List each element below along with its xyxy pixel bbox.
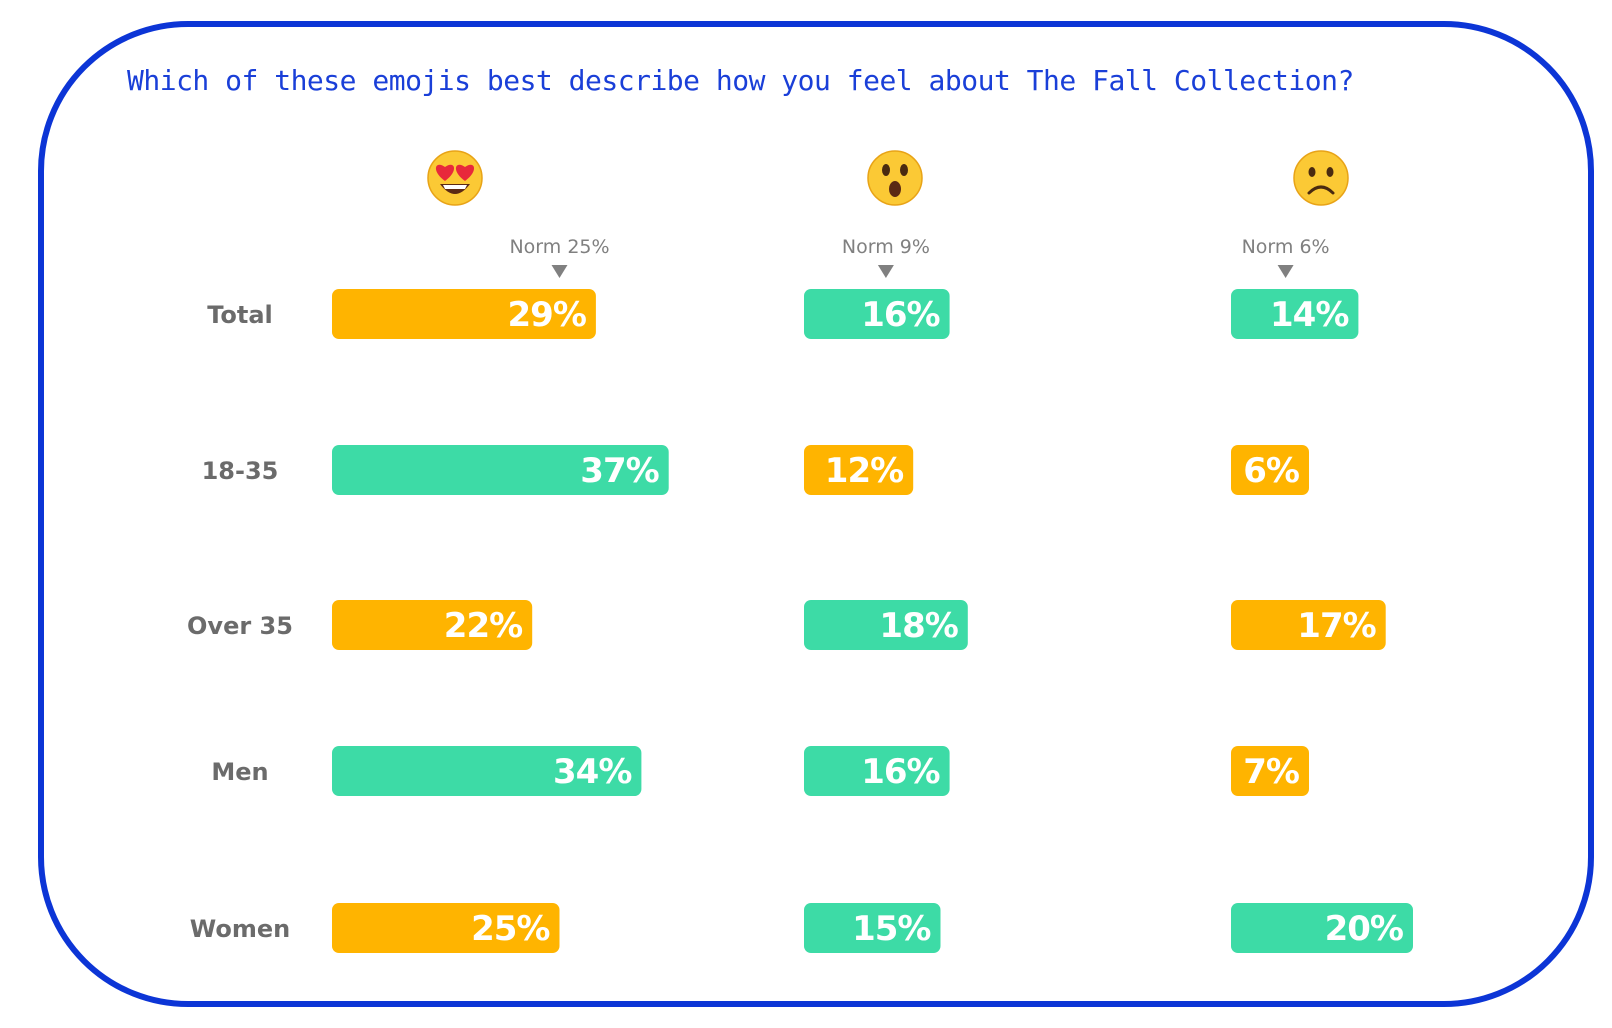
bar xyxy=(804,445,914,495)
bar-value-label: 7% xyxy=(1243,752,1299,792)
bar xyxy=(332,903,560,953)
heart-eyes-emoji-icon xyxy=(427,150,483,206)
emoji-face xyxy=(867,150,923,206)
heart-eye xyxy=(455,164,475,181)
bar xyxy=(1231,903,1413,953)
bar-value-label: 18% xyxy=(879,606,957,646)
bar-value-label: 34% xyxy=(553,752,631,792)
eye xyxy=(1326,167,1334,177)
bar xyxy=(332,600,533,650)
teeth xyxy=(443,185,467,189)
bar-value-label: 25% xyxy=(471,909,549,949)
bar xyxy=(1231,600,1386,650)
norm-label: Norm 25% xyxy=(509,236,609,258)
bar-value-label: 20% xyxy=(1325,909,1403,949)
eye xyxy=(882,164,890,176)
bar-value-label: 6% xyxy=(1243,451,1299,491)
bar-value-label: 37% xyxy=(580,451,658,491)
frowning-emoji-icon xyxy=(1293,150,1349,206)
bar xyxy=(804,903,941,953)
row-label: Men xyxy=(211,758,268,786)
bar-value-label: 29% xyxy=(508,295,586,335)
eye xyxy=(1308,167,1316,177)
question-title: Which of these emojis best describe how … xyxy=(127,64,1354,97)
eye xyxy=(900,164,908,176)
bar xyxy=(1231,289,1359,339)
bar-value-label: 17% xyxy=(1297,606,1375,646)
row-label: Over 35 xyxy=(187,612,293,640)
bar-value-label: 15% xyxy=(852,909,930,949)
row-label: Women xyxy=(190,915,290,943)
row-label: 18-35 xyxy=(202,457,279,485)
emoji-face xyxy=(427,150,483,206)
bar xyxy=(332,746,642,796)
open-mouth xyxy=(889,181,901,197)
bar-value-label: 16% xyxy=(861,295,939,335)
norm-label: Norm 9% xyxy=(842,236,930,258)
bar xyxy=(804,600,968,650)
norm-label: Norm 6% xyxy=(1242,236,1330,258)
emoji-face xyxy=(1293,150,1349,206)
frown-mouth xyxy=(1307,185,1335,195)
norm-marker-icon xyxy=(877,265,894,278)
bar xyxy=(804,746,950,796)
bar-value-label: 14% xyxy=(1270,295,1348,335)
bar xyxy=(332,289,596,339)
norm-marker-icon xyxy=(551,265,568,278)
bar-value-label: 16% xyxy=(861,752,939,792)
bar xyxy=(1231,445,1309,495)
astonished-emoji-icon xyxy=(867,150,923,206)
norm-marker-icon xyxy=(1277,265,1294,278)
bar xyxy=(1231,746,1309,796)
heart-eye xyxy=(435,164,455,181)
bar xyxy=(804,289,950,339)
bar-value-label: 22% xyxy=(444,606,522,646)
bar xyxy=(332,445,669,495)
bar-value-label: 12% xyxy=(825,451,903,491)
row-label: Total xyxy=(207,301,273,329)
